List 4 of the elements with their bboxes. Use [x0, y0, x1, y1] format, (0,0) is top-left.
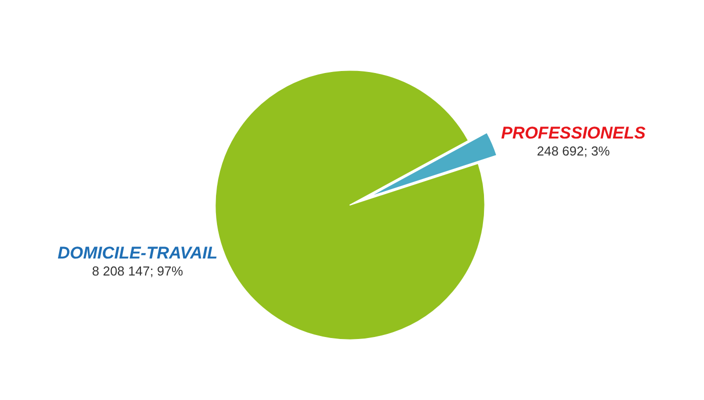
- slice-label: DOMICILE-TRAVAIL: [58, 244, 218, 263]
- data-label: 248 692; 3%: [536, 143, 610, 158]
- data-label: 8 208 147; 97%: [92, 263, 184, 278]
- slice-label: PROFESSIONELS: [501, 124, 646, 143]
